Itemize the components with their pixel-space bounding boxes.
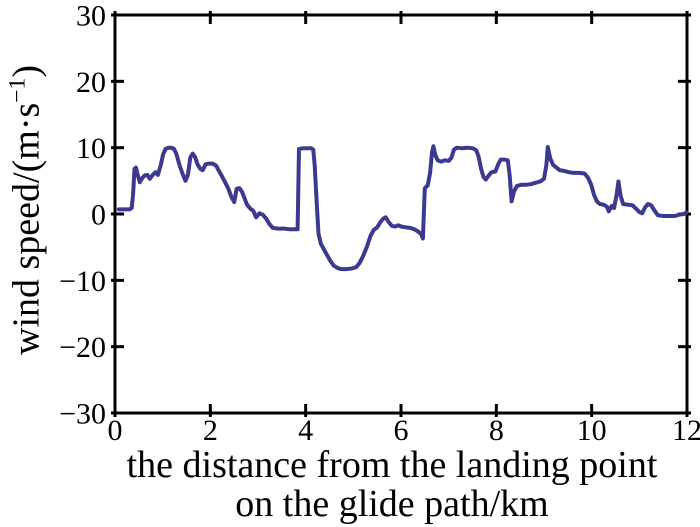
y-axis-label-close: ): [5, 65, 48, 78]
x-tick-label: 8: [489, 414, 504, 447]
x-tick-label: 2: [203, 414, 218, 447]
plot-border: [113, 13, 689, 415]
x-tick-label: 6: [394, 414, 409, 447]
x-tick-label: 10: [577, 414, 607, 447]
y-tick-label: 20: [76, 66, 106, 99]
y-tick-label: −30: [59, 398, 106, 431]
y-tick-label: 0: [91, 199, 106, 232]
y-tick-label: −20: [59, 331, 106, 364]
y-axis-label-exponent: −1: [4, 77, 31, 103]
x-axis-label-line1: the distance from the landing point: [126, 444, 658, 486]
y-tick-label: 10: [76, 132, 106, 165]
wind-speed-line: [116, 144, 689, 272]
y-tick-label: −10: [59, 265, 106, 298]
x-tick-label: 12: [672, 414, 700, 447]
x-axis-label: the distance from the landing point on t…: [127, 446, 658, 524]
y-axis-label-main: wind speed/(m·s: [5, 102, 48, 355]
y-axis-label: wind speed/(m·s−1): [4, 65, 48, 355]
y-tick-label: 30: [76, 0, 106, 33]
x-tick-label: 0: [108, 414, 123, 447]
x-axis-label-line2: on the glide path/km: [235, 482, 549, 525]
x-tick-label: 4: [298, 414, 313, 447]
